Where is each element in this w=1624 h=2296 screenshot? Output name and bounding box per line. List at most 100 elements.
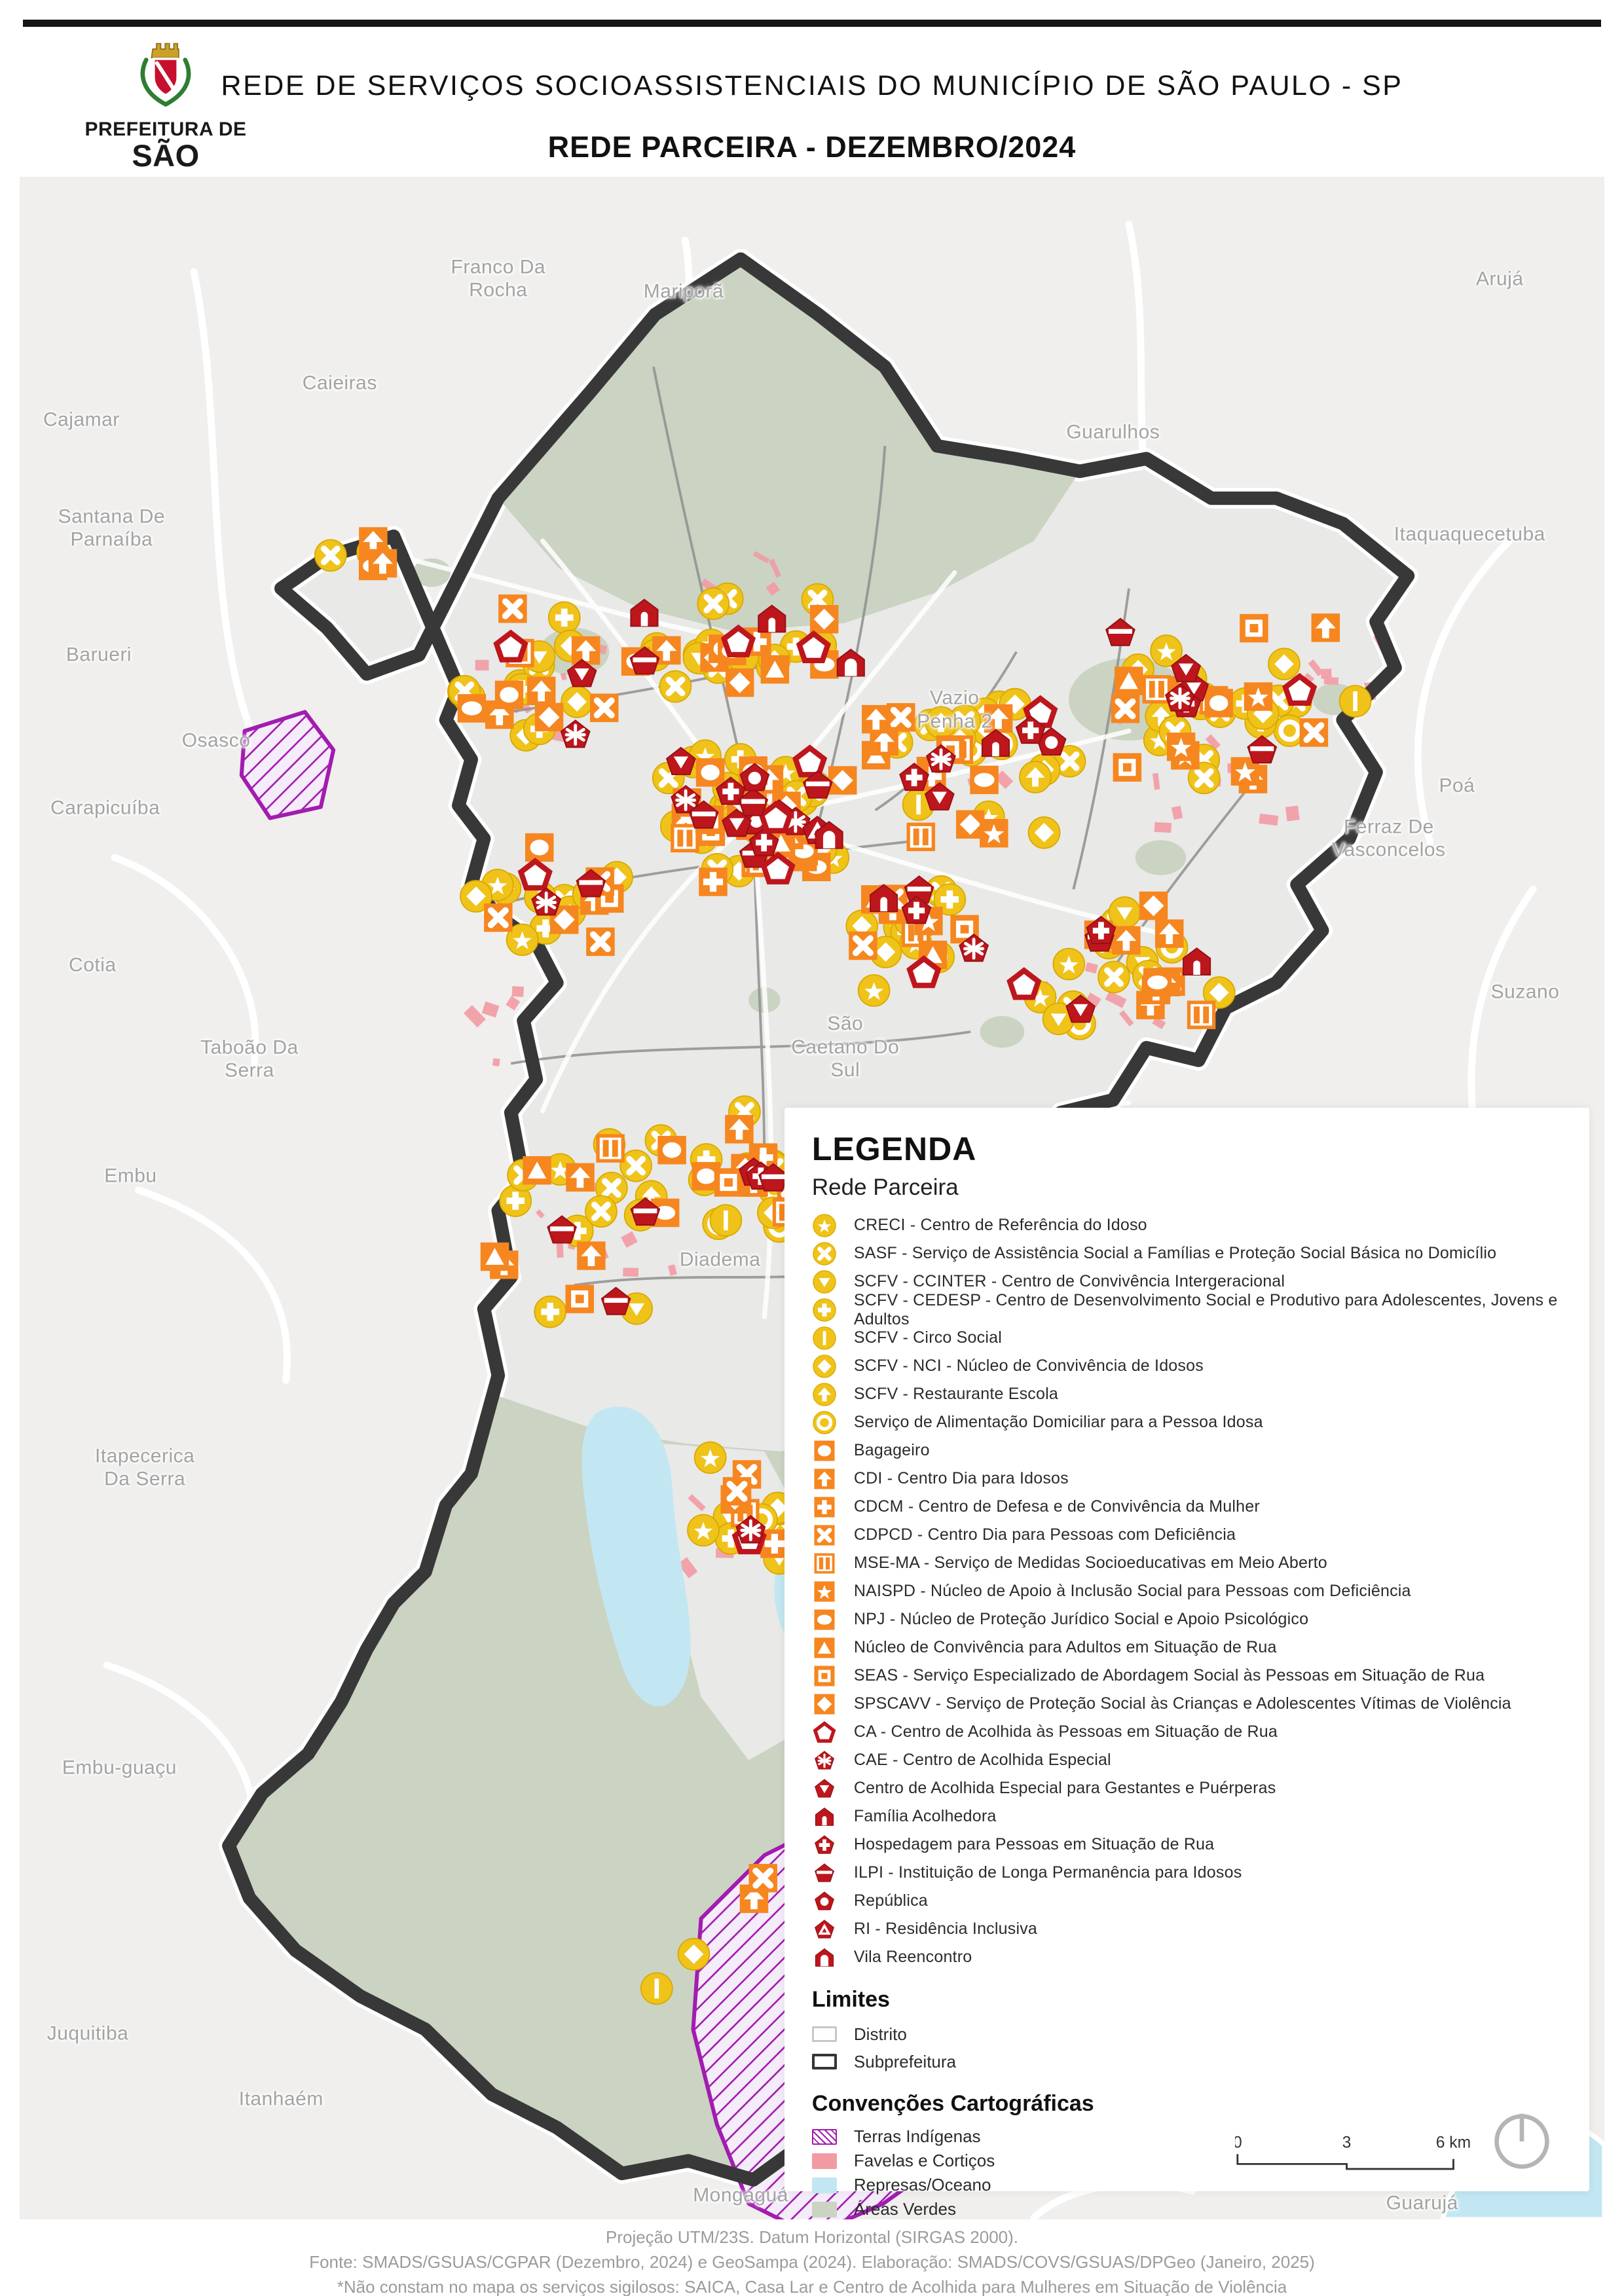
cdi-marker-icon	[577, 1241, 606, 1270]
sasf-marker-icon	[659, 671, 691, 702]
cae-marker-icon	[812, 1748, 837, 1773]
legend-item-label: SCFV - Restaurante Escola	[853, 1385, 1058, 1404]
map-canvas: Franco Da Rocha Mariporã Caieiras Cajamar Gu…	[20, 177, 1604, 2219]
bagageiro-marker-icon	[1204, 689, 1233, 718]
bagageiro-marker-icon	[494, 680, 524, 710]
circo-social-marker-icon	[812, 1326, 837, 1351]
cdi-marker-icon	[862, 704, 891, 734]
vila-reencontro-marker-icon	[812, 1945, 837, 1970]
legend-item-label: NPJ - Núcleo de Proteção Jurídico Social…	[853, 1610, 1309, 1629]
convencoes-title: Convenções Cartográficas	[811, 2091, 1094, 2117]
nci-marker-icon	[1267, 647, 1301, 681]
creci-marker-icon	[857, 974, 891, 1007]
convencao-item-label: Represas/Oceano	[853, 2175, 991, 2195]
circo-marker-icon	[640, 1972, 673, 2005]
naispd-marker-icon	[1244, 682, 1273, 711]
cdpcd-marker-icon	[1300, 718, 1328, 746]
familia-acolhedora-marker-icon	[812, 1804, 837, 1829]
legend-item-cdi: CDI - Centro Dia para Idosos	[812, 1465, 1589, 1493]
legend-item-label: Centro de Acolhida Especial para Gestant…	[853, 1779, 1276, 1798]
gestantes-puerperas-marker-icon	[812, 1776, 837, 1801]
restaurante-marker-icon	[1018, 760, 1052, 793]
cdi-marker-icon	[1311, 613, 1340, 642]
npj-marker-icon	[812, 1607, 837, 1632]
legend-item-creci: CRECI - Centro de Referência do Idoso	[812, 1211, 1589, 1239]
scale-label-0: 0	[1235, 2134, 1242, 2152]
limites-item-distrito: Distrito	[811, 2020, 1589, 2048]
republica-marker-icon	[812, 1889, 837, 1914]
represas-swatch	[811, 2177, 837, 2193]
spscavv-marker-icon	[809, 605, 839, 634]
legend-items: CRECI - Centro de Referência do Idoso SAS…	[812, 1211, 1589, 1971]
ca-marker-icon	[812, 1720, 837, 1745]
north-arrow-icon	[1494, 2113, 1549, 2169]
naispd-marker-icon	[980, 819, 1008, 848]
terras-swatch	[811, 2128, 837, 2145]
legend-item-label: SCFV - CEDESP - Centro de Desenvolviment…	[853, 1290, 1558, 1328]
ccinter-marker-icon	[812, 1269, 837, 1294]
creci-marker-icon	[1052, 947, 1086, 981]
legend-item-label: SCFV - NCI - Núcleo de Convivência de Id…	[853, 1357, 1204, 1376]
footer-line-2: Fonte: SMADS/GSUAS/CGPAR (Dezembro, 2024…	[309, 2252, 1315, 2272]
circo-marker-icon	[1338, 684, 1372, 718]
limites-item-label: Subprefeitura	[853, 2051, 956, 2071]
creci-marker-icon	[812, 1213, 837, 1238]
legend-item-label: Hospedagem para Pessoas em Situação de R…	[853, 1835, 1215, 1854]
legend-item-label: CDI - Centro Dia para Idosos	[853, 1469, 1069, 1488]
legend-item-cae: CAE - Centro de Acolhida Especial	[812, 1746, 1589, 1774]
legend-item-label: RI - Residência Inclusiva	[853, 1920, 1038, 1939]
spscavv-marker-icon	[828, 766, 857, 795]
verdes-swatch	[811, 2201, 837, 2217]
restaurante-marker-icon	[924, 706, 958, 739]
legend-item-label: CRECI - Centro de Referência do Idoso	[853, 1216, 1147, 1235]
cdpcd-marker-icon	[590, 693, 618, 721]
convencao-item-label: Favelas e Cortiços	[853, 2151, 995, 2171]
legend-item-label: SEAS - Serviço Especializado de Abordage…	[853, 1666, 1485, 1685]
legend-subtitle: Rede Parceira	[811, 1175, 959, 1201]
distrito-swatch	[811, 2026, 837, 2043]
nci-marker-icon	[561, 685, 594, 719]
legend-item-seas: SEAS - Serviço Especializado de Abordage…	[812, 1662, 1589, 1690]
convencao-item-terras: Terras Indígenas	[811, 2124, 1589, 2149]
naispd-marker-icon	[1166, 732, 1196, 761]
creci-marker-icon	[693, 1441, 727, 1474]
nucleorua-marker-icon	[480, 1242, 509, 1271]
ccinter-marker-icon	[1108, 896, 1141, 929]
legend-item-ri: RI - Residência Inclusiva	[812, 1915, 1589, 1943]
scale-label-3: 3	[1342, 2134, 1351, 2152]
legend-item-vila: Vila Reencontro	[812, 1943, 1589, 1971]
nci-marker-icon	[812, 1354, 837, 1379]
cdi-marker-icon	[566, 1163, 595, 1192]
legend-title: LEGENDA	[811, 1131, 977, 1168]
scale-box: 0 3 6 km	[1235, 2109, 1553, 2172]
legend-item-ilpi: ILPI - Instituição de Longa Permanência …	[812, 1859, 1589, 1887]
legend-item-label: CAE - Centro de Acolhida Especial	[853, 1751, 1111, 1770]
cedesp-marker-icon	[812, 1298, 837, 1322]
bagageiro-marker-icon	[695, 758, 725, 787]
cdcm-marker-icon	[699, 867, 727, 896]
nci-marker-icon	[677, 1937, 710, 1971]
ilpi-marker-icon	[812, 1861, 837, 1886]
legend-item-label: MSE-MA - Serviço de Medidas Socioeducati…	[853, 1554, 1327, 1573]
sasf-marker-icon	[585, 1195, 617, 1227]
bagageiro-marker-icon	[812, 1438, 837, 1463]
legend-item-ccinter: SCFV - CCINTER - Centro de Convivência I…	[812, 1267, 1589, 1296]
nucleo-convivencia-rua-marker-icon	[812, 1635, 837, 1660]
sasf-marker-icon	[315, 539, 346, 571]
legend-item-msema: MSE-MA - Serviço de Medidas Socioeducati…	[812, 1549, 1589, 1577]
npj-marker-icon	[970, 765, 999, 794]
convencao-item-verdes: Áreas Verdes	[811, 2197, 1589, 2221]
header: PREFEITURA DE SÃO PAULO ASSISTÊNCIA E DE…	[0, 27, 1624, 255]
footer-line-1: Projeção UTM/23S. Datum Horizontal (SIRG…	[605, 2227, 1019, 2247]
legend-item-hospedagem: Hospedagem para Pessoas em Situação de R…	[812, 1831, 1589, 1859]
spscavv-marker-icon	[812, 1692, 837, 1717]
legend-item-label: Vila Reencontro	[853, 1948, 972, 1967]
legend-item-cedesp: SCFV - CEDESP - Centro de Desenvolviment…	[812, 1291, 1589, 1328]
legend-item-cdpcd: CDPCD - Centro Dia para Pessoas com Defi…	[812, 1521, 1589, 1549]
msema-marker-icon	[906, 822, 935, 852]
footer: Projeção UTM/23S. Datum Horizontal (SIRG…	[0, 2225, 1624, 2296]
limites-items: Distrito Subprefeitura	[811, 2020, 1589, 2075]
limites-title: Limites	[811, 1987, 890, 2013]
legend-item-label: Família Acolhedora	[853, 1807, 997, 1826]
creci-marker-icon	[686, 1514, 720, 1547]
